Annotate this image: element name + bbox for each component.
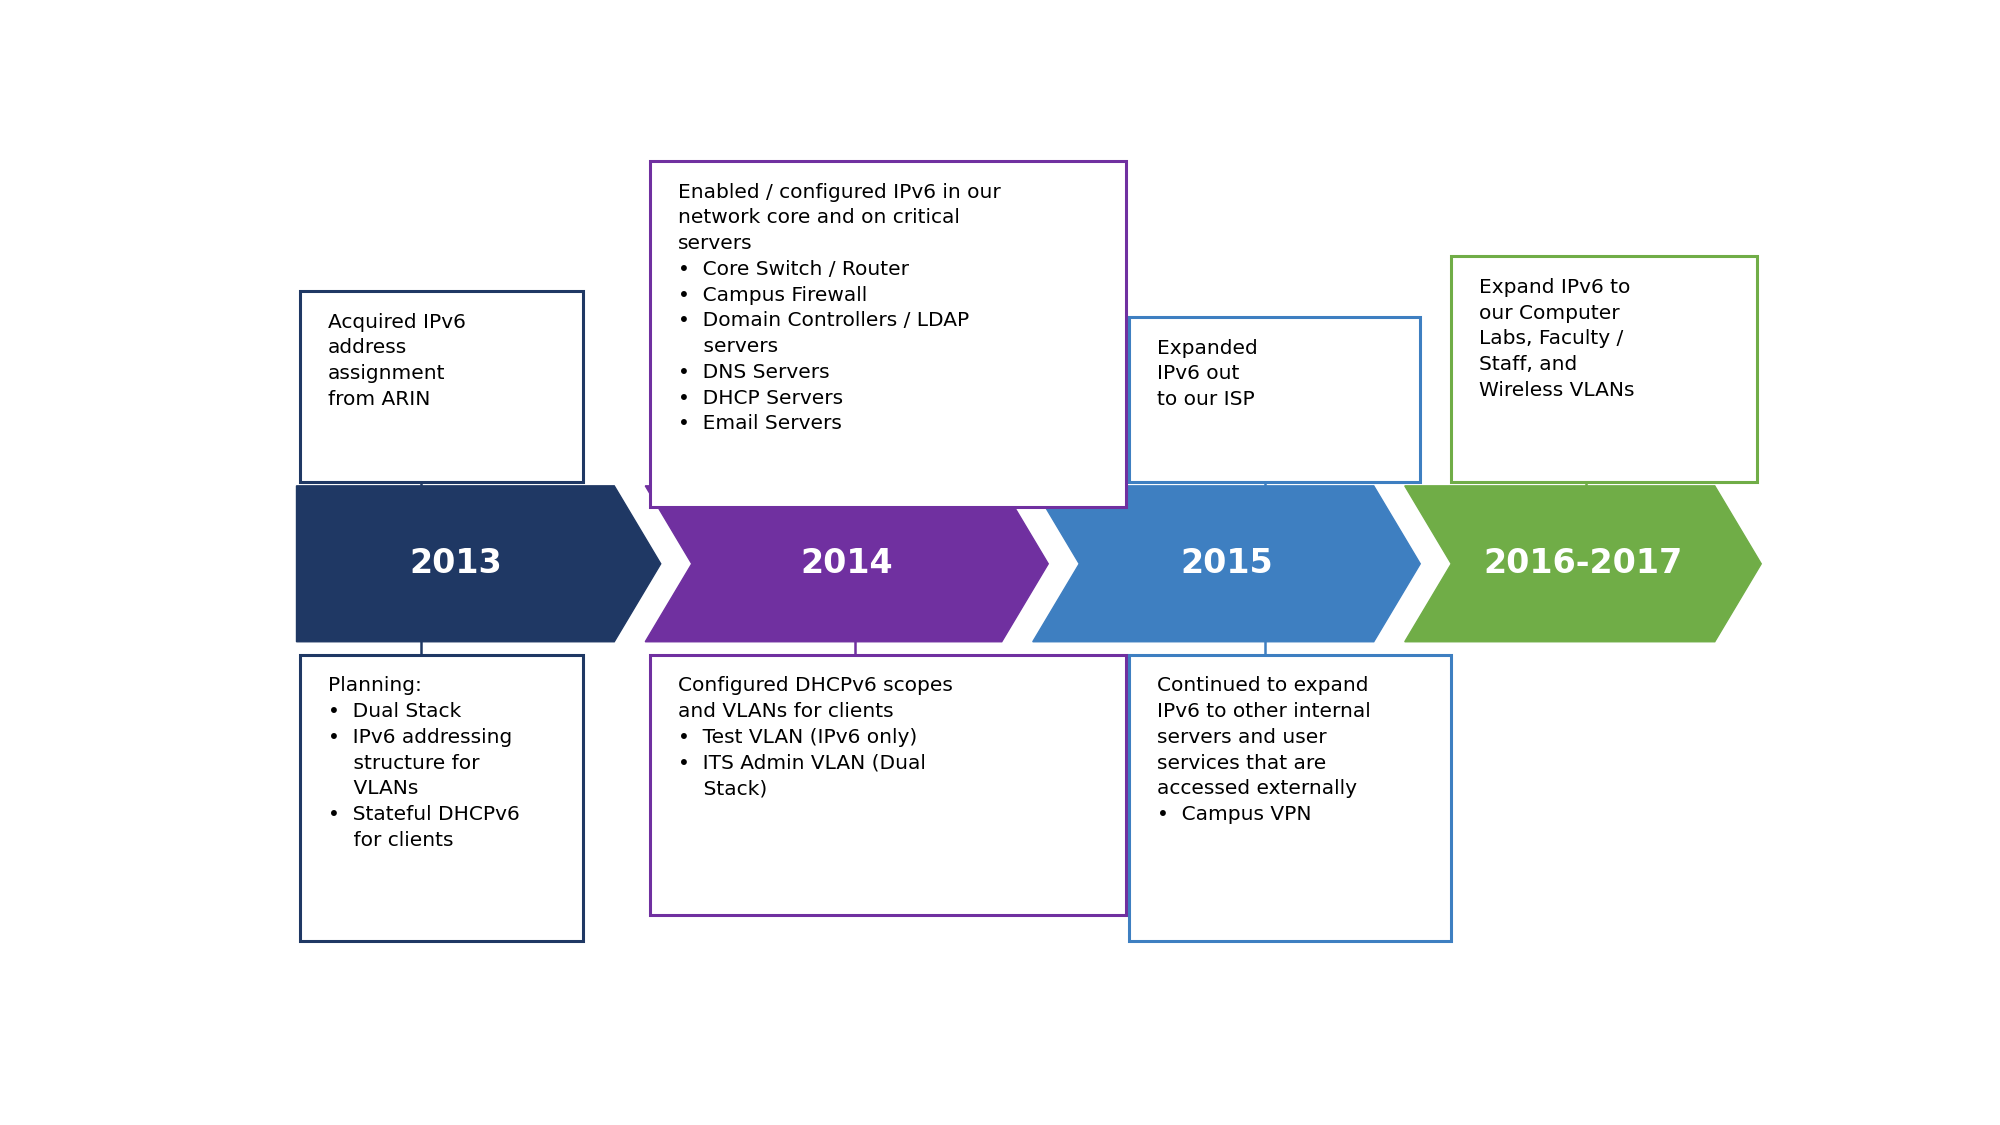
Text: 2015: 2015: [1180, 547, 1272, 580]
Bar: [1128, 317, 1420, 482]
Polygon shape: [1404, 486, 1762, 641]
Bar: [300, 291, 584, 482]
Text: Continued to expand
IPv6 to other internal
servers and user
services that are
ac: Continued to expand IPv6 to other intern…: [1156, 676, 1370, 825]
Text: 2013: 2013: [410, 547, 502, 580]
Text: Enabled / configured IPv6 in our
network core and on critical
servers
•  Core Sw: Enabled / configured IPv6 in our network…: [678, 182, 1000, 433]
Text: Acquired IPv6
address
assignment
from ARIN: Acquired IPv6 address assignment from AR…: [328, 313, 466, 408]
Text: 2014: 2014: [800, 547, 894, 580]
Text: 2016-2017: 2016-2017: [1484, 547, 1682, 580]
Polygon shape: [296, 486, 660, 641]
Bar: [650, 161, 1126, 507]
Text: Configured DHCPv6 scopes
and VLANs for clients
•  Test VLAN (IPv6 only)
•  ITS A: Configured DHCPv6 scopes and VLANs for c…: [678, 676, 952, 799]
Bar: [1128, 655, 1452, 940]
Polygon shape: [1032, 486, 1420, 641]
Bar: [650, 655, 1126, 915]
Polygon shape: [646, 486, 1048, 641]
Text: Planning:
•  Dual Stack
•  IPv6 addressing
    structure for
    VLANs
•  Statef: Planning: • Dual Stack • IPv6 addressing…: [328, 676, 520, 849]
Bar: [1452, 256, 1756, 482]
Text: Expanded
IPv6 out
to our ISP: Expanded IPv6 out to our ISP: [1156, 339, 1258, 410]
Text: Expand IPv6 to
our Computer
Labs, Faculty /
Staff, and
Wireless VLANs: Expand IPv6 to our Computer Labs, Facult…: [1480, 278, 1634, 399]
Bar: [300, 655, 584, 940]
